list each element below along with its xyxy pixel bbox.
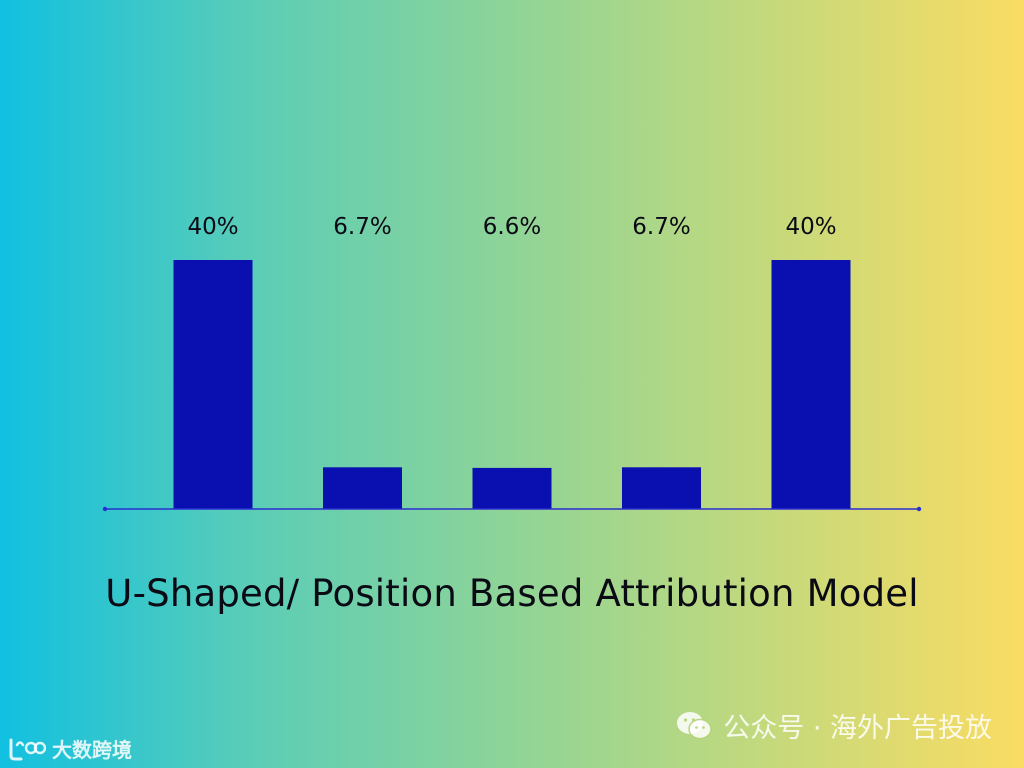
wechat-icon bbox=[677, 711, 712, 739]
bar-1 bbox=[173, 260, 253, 509]
brand-logo-icon bbox=[9, 738, 46, 760]
bar-value-label-2: 6.7% bbox=[333, 214, 391, 240]
bar-value-label-5: 40% bbox=[785, 214, 836, 240]
bar-3 bbox=[472, 467, 552, 509]
x-axis-start-dot bbox=[102, 506, 108, 512]
bar-value-label-3: 6.6% bbox=[483, 214, 541, 240]
bars-group bbox=[173, 260, 851, 509]
bar-value-label-1: 40% bbox=[187, 214, 238, 240]
x-axis-end-dot bbox=[916, 506, 922, 512]
brand-watermark: 大数跨境 bbox=[8, 734, 132, 763]
channel-watermark: 公众号 · 海外广告投放 bbox=[675, 706, 992, 745]
channel-label: 公众号 · 海外广告投放 bbox=[723, 713, 992, 744]
brand-logo-text: 大数跨境 bbox=[52, 738, 132, 762]
data-labels-group: 40% 6.7% 6.6% 6.7% 40% bbox=[187, 214, 836, 240]
bar-5 bbox=[771, 260, 851, 509]
bar-2 bbox=[323, 467, 402, 509]
bar-4 bbox=[622, 467, 701, 509]
chart-title: U-Shaped/ Position Based Attribution Mod… bbox=[105, 572, 919, 615]
bar-value-label-4: 6.7% bbox=[632, 214, 690, 240]
